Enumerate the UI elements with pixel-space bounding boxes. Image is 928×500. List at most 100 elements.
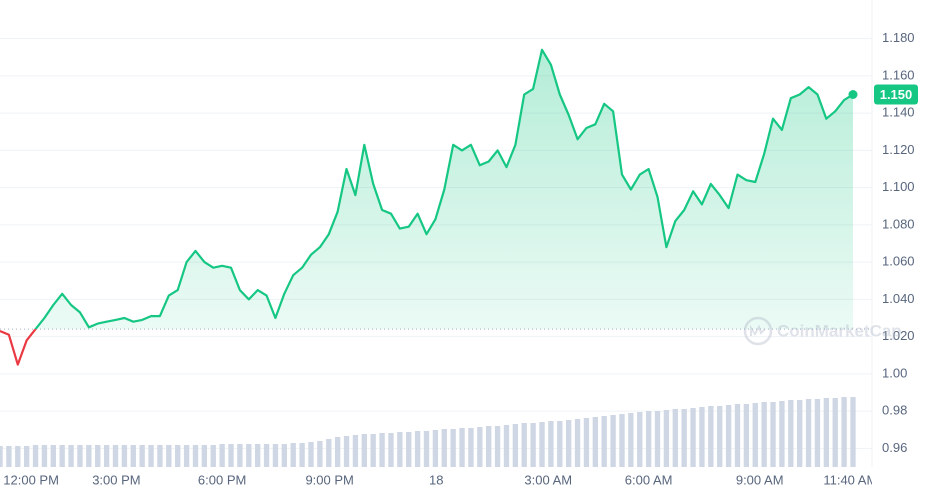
volume-bar bbox=[574, 419, 581, 467]
volume-bar bbox=[645, 411, 652, 467]
volume-bar bbox=[95, 445, 101, 467]
volume-bar bbox=[761, 402, 767, 467]
y-tick-label: 1.160 bbox=[882, 67, 915, 82]
volume-bar bbox=[734, 404, 741, 467]
y-tick-label: 0.98 bbox=[882, 403, 907, 418]
volume-bar bbox=[459, 428, 465, 467]
volume-bar bbox=[68, 445, 74, 467]
volume-bar bbox=[326, 439, 332, 467]
volume-bar bbox=[59, 445, 65, 467]
y-tick-label: 1.020 bbox=[882, 328, 915, 343]
volume-bar bbox=[219, 444, 225, 467]
volume-bar bbox=[654, 411, 661, 467]
x-tick-label: 6:00 AM bbox=[625, 472, 673, 487]
last-price-label: 1.150 bbox=[880, 87, 913, 102]
volume-bar bbox=[290, 443, 296, 467]
last-price-badge bbox=[874, 84, 918, 105]
volume-bar bbox=[237, 444, 243, 467]
volume-bar bbox=[86, 445, 92, 467]
volume-bar bbox=[139, 445, 145, 467]
volume-bar bbox=[610, 415, 616, 467]
price-area bbox=[35, 49, 853, 330]
volume-bar bbox=[166, 445, 172, 467]
volume-bar bbox=[432, 430, 439, 467]
volume-bar bbox=[343, 436, 350, 467]
volume-bar bbox=[530, 423, 536, 467]
volume-bar bbox=[308, 442, 314, 467]
volume-bar bbox=[272, 444, 279, 467]
volume-bar bbox=[41, 445, 48, 467]
volume-bar bbox=[352, 435, 359, 467]
x-tick-label: 18 bbox=[429, 472, 443, 487]
volume-bar bbox=[752, 403, 758, 467]
volume-bar bbox=[32, 445, 39, 467]
volume-bar bbox=[477, 427, 483, 467]
volume-bar bbox=[50, 445, 56, 467]
x-tick-label: 3:00 PM bbox=[92, 472, 140, 487]
y-tick-label: 1.00 bbox=[882, 365, 907, 380]
volume-bar bbox=[334, 437, 341, 467]
volume-bar bbox=[850, 397, 856, 467]
volume-bar bbox=[263, 444, 270, 467]
volume-bar bbox=[592, 417, 598, 467]
last-point bbox=[848, 90, 858, 99]
volume-bar bbox=[112, 445, 119, 467]
volume-bar bbox=[494, 426, 501, 467]
volume-bar bbox=[299, 443, 305, 467]
volume-bar bbox=[690, 408, 696, 467]
volume-bar bbox=[0, 446, 3, 467]
volume-bar bbox=[521, 423, 527, 467]
volume-bar bbox=[628, 413, 634, 467]
volume-bar bbox=[450, 429, 456, 467]
volume-bar bbox=[388, 433, 394, 467]
volume-bar bbox=[832, 398, 838, 467]
volume-bar bbox=[175, 445, 181, 467]
x-tick-label: 9:00 AM bbox=[736, 472, 784, 487]
volume-bar bbox=[157, 445, 163, 467]
volume-bar bbox=[183, 445, 190, 467]
volume-bar bbox=[15, 446, 21, 467]
volume-bar bbox=[246, 444, 252, 467]
volume-bar bbox=[441, 429, 447, 467]
volume-bar bbox=[708, 406, 714, 467]
watermark: CoinMarketCap bbox=[743, 316, 902, 346]
volume-bar bbox=[512, 424, 519, 467]
volume-bar bbox=[23, 446, 30, 467]
x-tick-label: 12:00 PM bbox=[3, 472, 59, 487]
x-tick-label: 11:40 AM bbox=[823, 472, 877, 487]
y-tick-label: 1.060 bbox=[882, 254, 915, 269]
volume-bar bbox=[797, 400, 803, 467]
volume-bar bbox=[566, 420, 572, 467]
watermark-logo bbox=[743, 316, 773, 346]
volume-bar bbox=[805, 399, 812, 467]
volume-bar bbox=[681, 409, 687, 467]
volume-bar bbox=[103, 445, 110, 467]
volume-bar bbox=[717, 406, 723, 467]
volume-bar bbox=[601, 416, 607, 467]
volume-bar bbox=[379, 433, 385, 467]
volume-bar bbox=[423, 431, 430, 467]
volume-bar bbox=[77, 445, 83, 467]
volume-bar bbox=[539, 422, 545, 467]
volume-bar bbox=[788, 400, 794, 467]
watermark-logo-mark bbox=[750, 324, 766, 336]
volume-bar bbox=[486, 426, 492, 467]
volume-bar bbox=[548, 421, 554, 467]
volume-bar bbox=[406, 432, 412, 467]
volume-bar bbox=[770, 402, 776, 467]
volume-bar bbox=[503, 425, 510, 467]
y-tick-label: 1.140 bbox=[882, 105, 915, 120]
volume-bar bbox=[725, 405, 732, 467]
volume-bar bbox=[414, 431, 421, 467]
volume-bar bbox=[228, 444, 234, 467]
volume-bar bbox=[361, 434, 367, 467]
volume-bar bbox=[779, 401, 785, 467]
volume-bar bbox=[210, 445, 216, 467]
volume-bar bbox=[468, 428, 474, 467]
x-tick-label: 9:00 PM bbox=[305, 472, 353, 487]
y-tick-label: 1.180 bbox=[882, 30, 915, 45]
volume-bar bbox=[192, 445, 199, 467]
volume-bar bbox=[557, 421, 563, 467]
